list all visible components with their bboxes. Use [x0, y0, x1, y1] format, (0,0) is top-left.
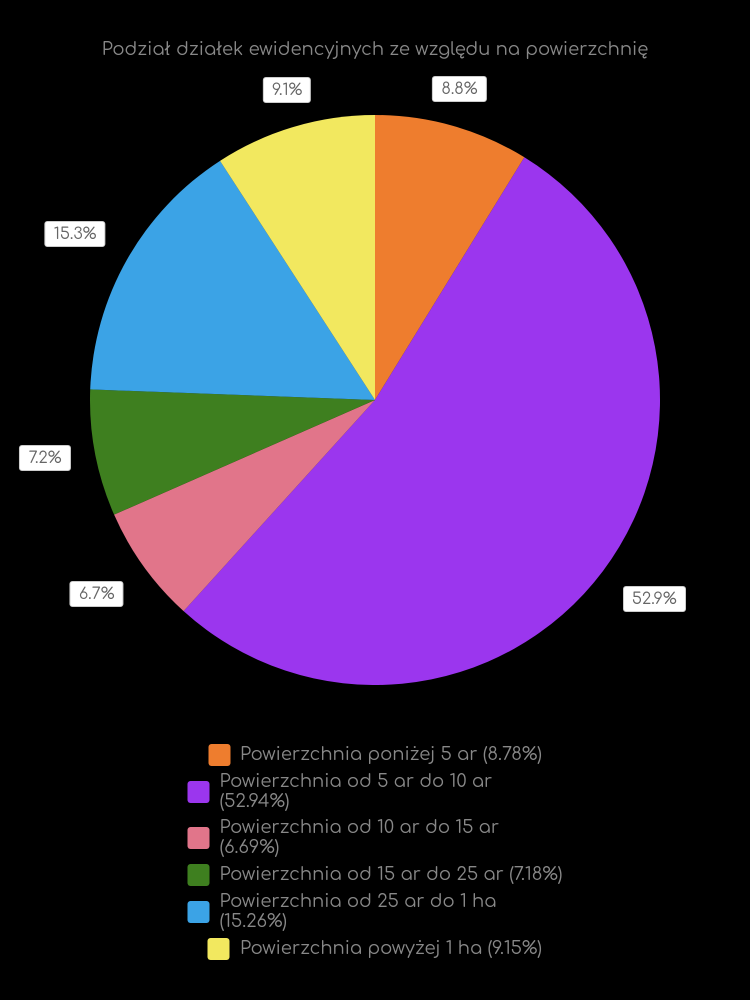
legend-swatch	[188, 864, 210, 886]
chart-legend: Powierzchnia poniżej 5 ar (8.78%) Powierz…	[188, 744, 563, 960]
legend-swatch	[188, 901, 210, 923]
pie-chart-svg	[80, 105, 670, 695]
slice-label: 9.1%	[263, 77, 311, 103]
legend-text: Powierzchnia od 25 ar do 1 ha (15.26%)	[220, 892, 563, 932]
legend-swatch	[188, 827, 210, 849]
legend-swatch	[208, 938, 230, 960]
legend-text: Powierzchnia od 10 ar do 15 ar (6.69%)	[220, 818, 563, 858]
slice-label: 52.9%	[623, 586, 686, 612]
legend-text: Powierzchnia powyżej 1 ha (9.15%)	[240, 939, 542, 959]
legend-text: Powierzchnia poniżej 5 ar (8.78%)	[240, 745, 542, 765]
legend-item: Powierzchnia powyżej 1 ha (9.15%)	[188, 938, 563, 960]
legend-item: Powierzchnia od 25 ar do 1 ha (15.26%)	[188, 892, 563, 932]
legend-swatch	[208, 744, 230, 766]
legend-text: Powierzchnia od 15 ar do 25 ar (7.18%)	[220, 865, 563, 885]
legend-item: Powierzchnia od 15 ar do 25 ar (7.18%)	[188, 864, 563, 886]
slice-label: 6.7%	[70, 581, 124, 607]
legend-text: Powierzchnia od 5 ar do 10 ar (52.94%)	[220, 772, 563, 812]
legend-swatch	[188, 781, 210, 803]
legend-item: Powierzchnia poniżej 5 ar (8.78%)	[188, 744, 563, 766]
slice-label: 15.3%	[45, 221, 106, 247]
pie-chart-container: Podział działek ewidencyjnych ze względu…	[0, 0, 750, 1000]
legend-item: Powierzchnia od 10 ar do 15 ar (6.69%)	[188, 818, 563, 858]
legend-item: Powierzchnia od 5 ar do 10 ar (52.94%)	[188, 772, 563, 812]
slice-label: 7.2%	[19, 445, 70, 471]
slice-label: 8.8%	[432, 76, 486, 102]
chart-title: Podział działek ewidencyjnych ze względu…	[0, 40, 750, 60]
